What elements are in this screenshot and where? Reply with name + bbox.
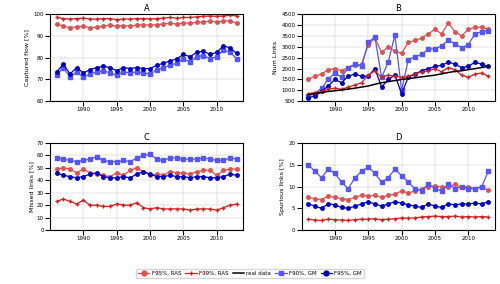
Legend: F95%, RAS, F99%, RAS, real data, F90%, GM, F95%, GM: F95%, RAS, F99%, RAS, real data, F90%, G… — [136, 269, 364, 278]
Title: C: C — [144, 133, 150, 142]
Y-axis label: Num Links: Num Links — [274, 41, 278, 74]
Title: D: D — [395, 133, 402, 142]
Title: B: B — [396, 5, 401, 13]
Y-axis label: Captured flow [%]: Captured flow [%] — [26, 29, 30, 86]
Title: A: A — [144, 5, 150, 13]
Y-axis label: Missed links [%]: Missed links [%] — [29, 161, 34, 212]
Y-axis label: Spurious links [%]: Spurious links [%] — [280, 158, 285, 215]
